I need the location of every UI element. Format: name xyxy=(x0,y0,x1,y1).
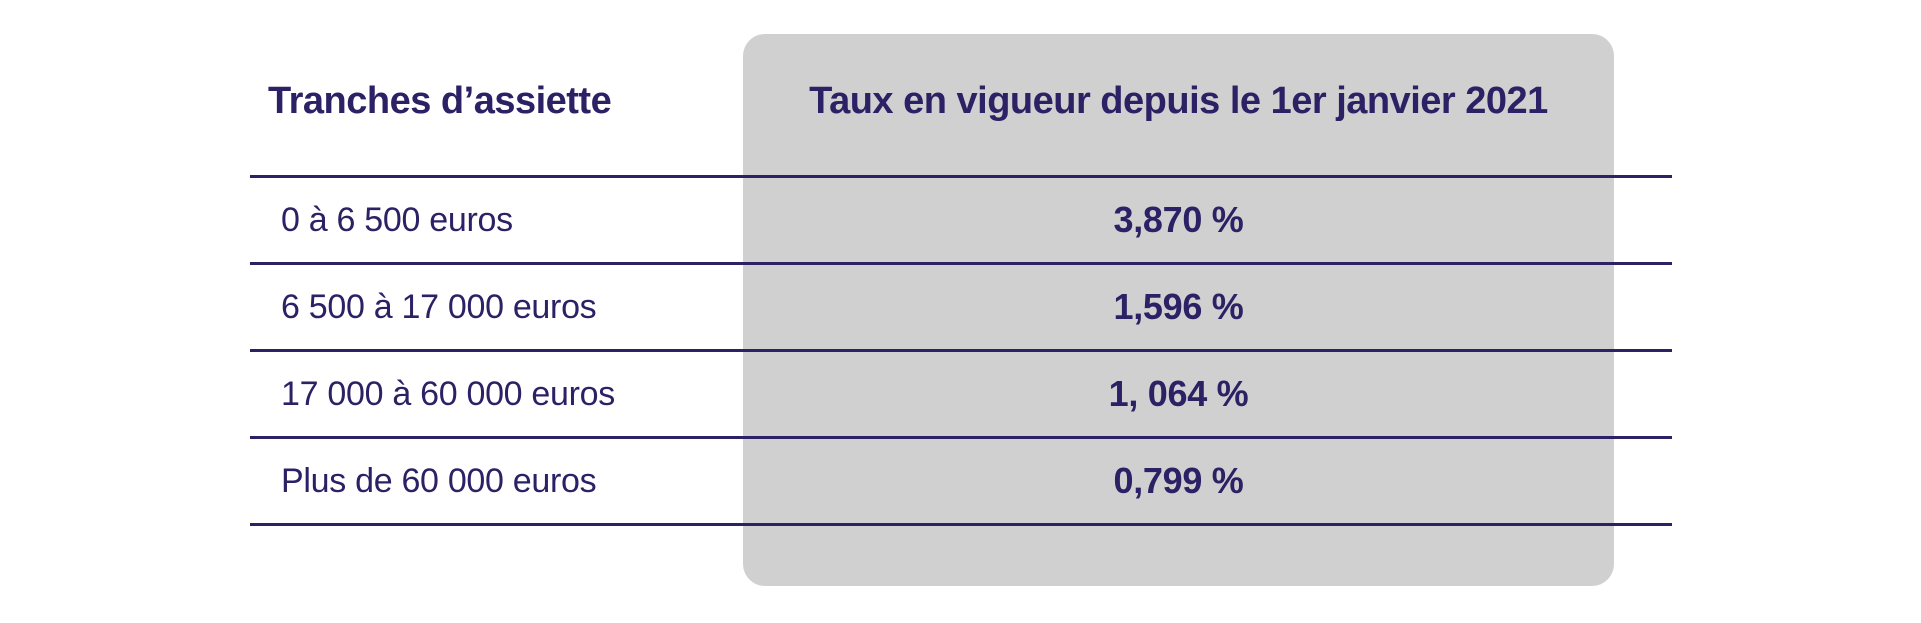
column-header-taux: Taux en vigueur depuis le 1er janvier 20… xyxy=(809,80,1548,122)
taux-value: 0,799 % xyxy=(1113,460,1244,501)
tranche-label: Plus de 60 000 euros xyxy=(281,461,597,500)
taux-value: 3,870 % xyxy=(1113,199,1244,240)
rate-table: Tranches d’assiette Taux en vigueur depu… xyxy=(250,34,1672,526)
taux-value: 1,596 % xyxy=(1113,286,1244,327)
column-header-tranches: Tranches d’assiette xyxy=(268,80,612,122)
table-row: 0 à 6 500 euros 3,870 % xyxy=(250,178,1672,265)
taux-value: 1, 064 % xyxy=(1108,373,1249,414)
table-header-row: Tranches d’assiette Taux en vigueur depu… xyxy=(250,34,1672,178)
table-row: 6 500 à 17 000 euros 1,596 % xyxy=(250,265,1672,352)
table-row: Plus de 60 000 euros 0,799 % xyxy=(250,439,1672,526)
rate-panel-background xyxy=(743,34,1614,586)
tranche-label: 6 500 à 17 000 euros xyxy=(281,287,597,326)
tranche-label: 0 à 6 500 euros xyxy=(281,200,513,239)
tranche-label: 17 000 à 60 000 euros xyxy=(281,374,615,413)
table-row: 17 000 à 60 000 euros 1, 064 % xyxy=(250,352,1672,439)
